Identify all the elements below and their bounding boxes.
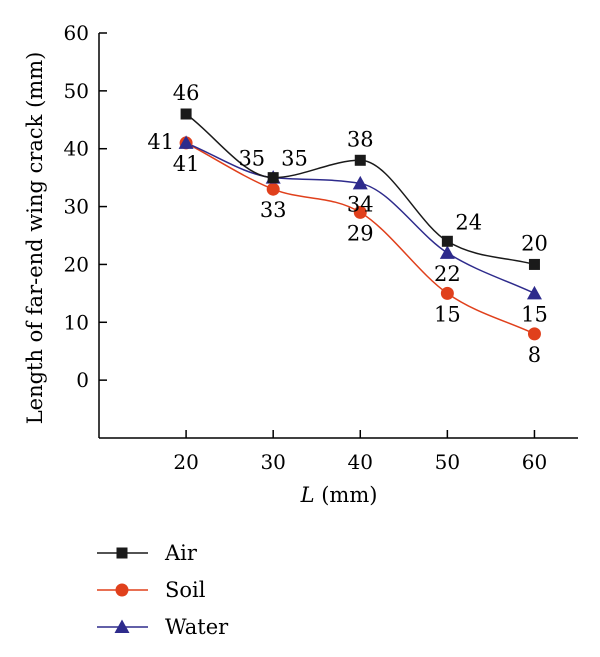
data-label-water: 15 <box>521 302 548 326</box>
data-label-soil: 29 <box>347 221 374 245</box>
data-labels: 46 35 38 24 20 41 33 29 15 8 41 35 34 22 15 <box>147 81 547 367</box>
data-label-soil: 15 <box>434 302 461 326</box>
marker-air <box>180 108 192 120</box>
data-label-water: 41 <box>147 130 174 154</box>
data-label-soil: 8 <box>528 343 541 367</box>
x-tick-label: 40 <box>348 450 373 474</box>
legend-marker-water <box>114 619 130 633</box>
y-axis-title: Length of far-end wing crack (mm) <box>23 52 47 425</box>
marker-soil <box>353 205 367 219</box>
legend-label-water: Water <box>165 615 229 639</box>
x-tick-label: 50 <box>435 450 460 474</box>
x-axis-title-variable: L <box>300 483 315 507</box>
marker-soil <box>440 286 454 300</box>
marker-air <box>528 258 540 270</box>
data-label-soil: 41 <box>173 152 200 176</box>
legend-marker-soil <box>115 583 129 597</box>
x-tick-label: 60 <box>522 450 547 474</box>
legend-label-soil: Soil <box>165 578 206 602</box>
legend: Air Soil Water <box>97 541 229 639</box>
x-tick-label: 30 <box>260 450 285 474</box>
axes <box>98 32 578 439</box>
marker-air <box>441 235 453 247</box>
marker-soil <box>266 182 280 196</box>
y-tick-label: 10 <box>64 310 89 334</box>
legend-label-air: Air <box>164 541 198 565</box>
y-tick-label: 50 <box>64 79 89 103</box>
data-label-air: 35 <box>281 147 308 171</box>
series-markers <box>178 108 542 341</box>
x-axis-title: L (mm) <box>300 483 378 507</box>
data-label-air: 46 <box>173 81 200 105</box>
data-label-water: 35 <box>238 147 265 171</box>
data-label-air: 20 <box>521 231 548 255</box>
y-tick-label: 40 <box>64 137 89 161</box>
data-label-water: 34 <box>347 192 374 216</box>
marker-soil <box>527 327 541 341</box>
legend-marker-air <box>116 547 128 559</box>
data-label-air: 38 <box>347 127 374 151</box>
data-label-air: 24 <box>455 210 482 234</box>
data-label-soil: 33 <box>260 198 287 222</box>
marker-water <box>526 285 542 300</box>
marker-air <box>267 172 279 184</box>
data-label-water: 22 <box>434 262 461 286</box>
y-tick-label: 30 <box>64 195 89 219</box>
x-tick-label: 20 <box>173 450 198 474</box>
marker-air <box>354 154 366 166</box>
x-axis-title-unit: (mm) <box>315 483 378 507</box>
y-tick-label: 60 <box>64 21 89 45</box>
marker-water <box>439 245 455 259</box>
marker-water <box>352 175 368 190</box>
y-tick-label: 0 <box>76 368 89 392</box>
y-tick-label: 20 <box>64 252 89 276</box>
tick-labels: 0 10 20 30 40 50 60 20 30 40 50 60 <box>64 21 548 474</box>
marker-water <box>178 135 194 149</box>
